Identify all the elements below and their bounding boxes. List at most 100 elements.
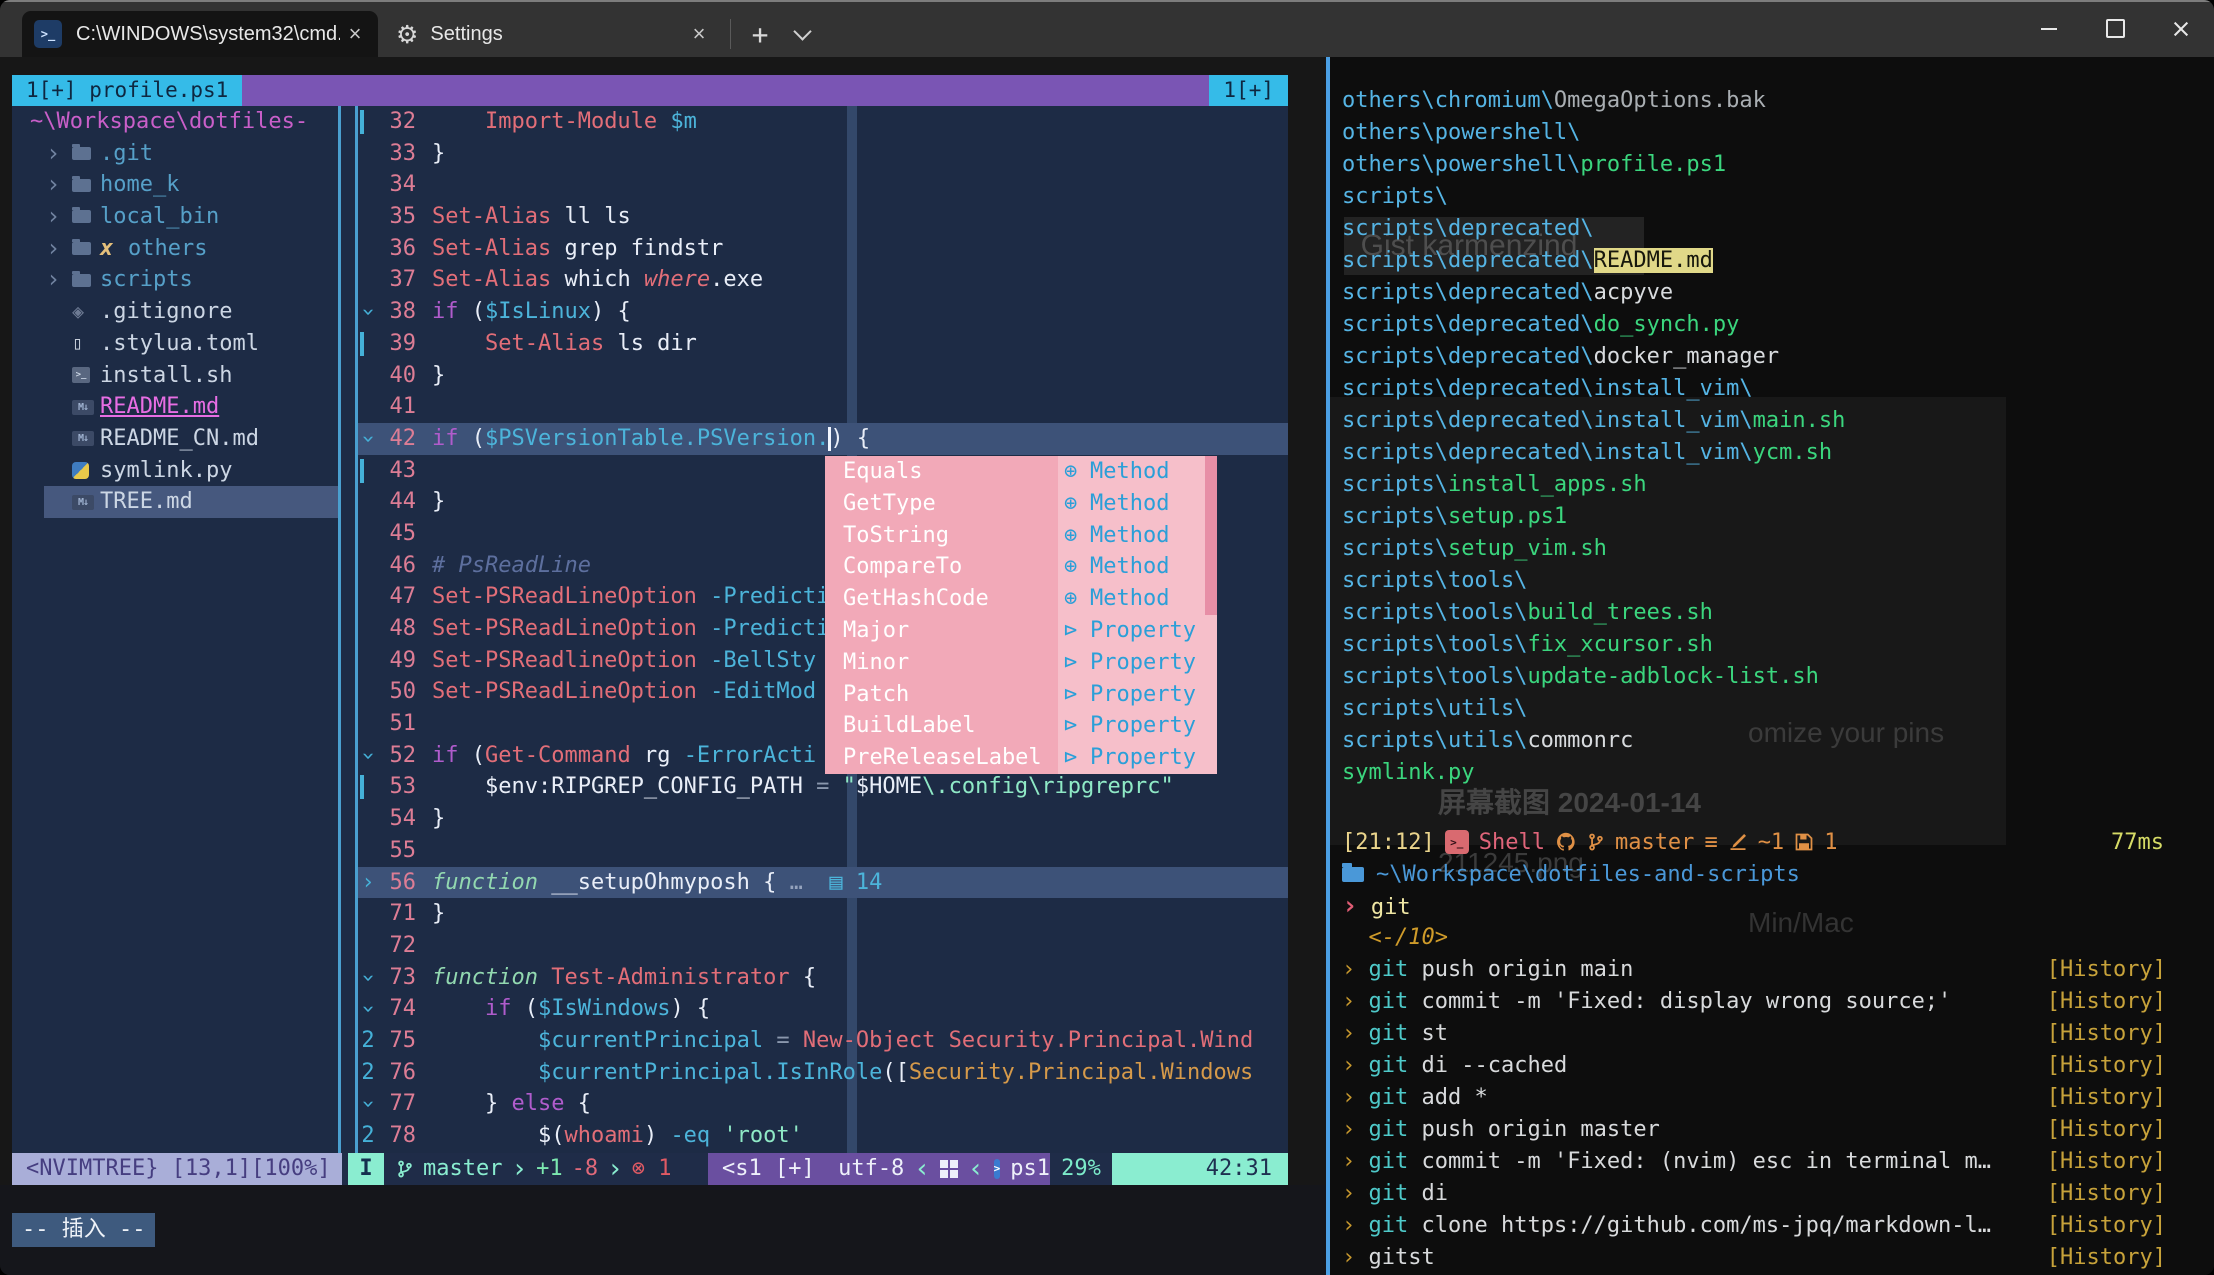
tree-item-.gitignore[interactable]: ◈ .gitignore [12,296,338,328]
editor-line-78[interactable]: 2 78 $(whoami) -eq 'root' [361,1123,803,1148]
editor-line-35[interactable]: 35 Set-Alias ll ls [389,204,631,230]
tab-dropdown-button[interactable] [781,13,823,55]
editor-line-56[interactable]: › 56 function __setupOhmyposh { … ▤ 14 [358,866,1288,899]
tree-item-workspacedotfiles-[interactable]: ~\Workspace\dotfiles- [30,109,309,134]
nvim-tabline: 1[+] profile.ps1 1[+] [12,75,1288,106]
history-item[interactable]: › git push origin main [History] [1342,954,2214,986]
tree-item-.git[interactable]: › .git [46,138,153,167]
editor-line-48[interactable]: 48 Set-PSReadLineOption -Predicti [389,616,830,641]
editor-line-52[interactable]: › 52 if (Get-Command rg -ErrorActi [358,740,1288,772]
history-item[interactable]: › git commit -m 'Fixed: (nvim) esc in te… [1342,1146,2214,1178]
popup-item-compareto[interactable]: CompareTo ⊕ Method [825,551,1217,583]
editor-line-45[interactable]: 45 [389,520,417,546]
history-item[interactable]: › gitst [History] [1342,1242,2214,1274]
nvim-pane: 1[+] profile.ps1 1[+] ~\Workspace\dotfil… [0,57,1326,1275]
editor-line-46[interactable]: 46 # PsReadLine [389,552,591,578]
editor-line-51[interactable]: 51 [389,711,417,737]
buffer-chip-right[interactable]: 1[+] [1209,75,1288,106]
property-icon: ⊳ [1064,713,1078,739]
shell-icon: >_ [1444,830,1469,854]
command-input-line[interactable]: › git [1342,890,2214,922]
toml-icon: ▯ [72,332,83,354]
nvim-statusline: <NVIMTREE} [13,1][100%] I master › +1 -8… [12,1153,1288,1185]
editor-line-40[interactable]: 40} [389,362,446,388]
popup-item-equals[interactable]: Equals ⊕ Method [825,456,1217,488]
maximize-button[interactable] [2082,0,2148,57]
list-arrow-icon: › [1342,989,1356,1014]
list-arrow-icon: › [1342,1117,1356,1142]
editor-line-47[interactable]: 47 Set-PSReadLineOption -Predicti [389,584,830,610]
buffer-chip-left[interactable]: 1[+] profile.ps1 [12,75,243,106]
minimize-button[interactable] [2016,0,2082,57]
editor-line-39[interactable]: 39 Set-Alias ls dir [358,328,1288,360]
tree-item-others[interactable]: › x others [46,233,208,262]
history-item[interactable]: › git commit -m 'Fixed: display wrong so… [1342,986,2214,1018]
tree-item-tree.md[interactable]: M↓ TREE.md [12,486,338,518]
editor-line-50[interactable]: 50 Set-PSReadLineOption -EditMod [389,679,817,705]
history-item[interactable]: › git push origin master [History] [1342,1114,2214,1146]
tab-settings[interactable]: ⚙ Settings × [378,11,722,57]
editor-line-75[interactable]: 2 75 $currentPrincipal = New-Object Secur… [361,1027,1254,1053]
new-tab-button[interactable]: + [751,17,769,51]
tab-close-icon[interactable]: × [692,21,706,46]
method-icon: ⊕ [1064,554,1078,580]
history-item[interactable]: › git add * [History] [1342,1082,2214,1114]
editor-line-72[interactable]: 72 [389,932,417,958]
window-separator[interactable] [338,106,358,1153]
tree-item-home_k[interactable]: › home_k [46,170,180,199]
history-item[interactable]: › git st [History] [1342,1018,2214,1050]
tab-cmd[interactable]: >_ C:\WINDOWS\system32\cmd. × [22,11,378,57]
popup-item-major[interactable]: Major ⊳ Property [825,615,1217,647]
popup-item-patch[interactable]: Patch ⊳ Property [825,679,1217,711]
tree-item-scripts[interactable]: › scripts [46,265,193,294]
popup-item-gettype[interactable]: GetType ⊕ Method [825,488,1217,520]
file-list-row: scripts\install_apps.sh [1342,472,1647,497]
typed-command: git [1370,895,1411,920]
history-item[interactable]: › git clone https://github.com/ms-jpq/ma… [1342,1210,2214,1242]
editor-line-53[interactable]: 53 $env:RIPGREP_CONFIG_PATH = "$HOME\.co… [358,771,1288,803]
diff-removed: -8 [571,1156,599,1181]
tree-item-symlink.py[interactable]: symlink.py [12,455,338,487]
popup-item-prereleaselabel[interactable]: PreReleaseLabel ⊳ Property [825,742,1217,774]
history-list: › git push origin main [History] › git c… [1342,954,2214,1274]
shell-pane[interactable]: Gist karmenzind 屏幕截图 2024-01-14 211245.png… [1326,57,2214,1275]
editor-line-54[interactable]: 54} [389,806,446,832]
cwd-line: ~\Workspace\dotfiles-and-scripts [1342,858,2214,890]
fold-open-icon: › [358,432,381,446]
history-item[interactable]: › git di [History] [1342,1178,2214,1210]
editor-line-49[interactable]: 49 Set-PSReadlineOption -BellSty [389,647,817,673]
editor-line-41[interactable]: 41 [389,394,417,420]
markdown-icon: M↓ [72,494,94,510]
tab-close-icon[interactable]: × [348,21,362,46]
popup-item-gethashcode[interactable]: GetHashCode ⊕ Method [825,583,1217,615]
editor-line-37[interactable]: 37 Set-Alias which where.exe [389,267,764,293]
close-button[interactable] [2148,0,2214,57]
code-editor[interactable]: 32 Import-Module $m 33} 34 35 Set-Alias ll l… [358,106,1288,1153]
list-arrow-icon: › [1342,1213,1356,1238]
tree-item-local_bin[interactable]: › local_bin [46,202,220,231]
editor-line-34[interactable]: 34 [389,172,417,198]
tree-item-readme_cn.md[interactable]: M↓ README_CN.md [12,423,338,455]
editor-line-32[interactable]: 32 Import-Module $m [358,106,1288,138]
editor-line-77[interactable]: › 77 } else { [358,1088,1288,1120]
editor-line-73[interactable]: › 73 function Test-Administrator { [358,962,1288,994]
editor-line-38[interactable]: › 38 if ($IsLinux) { [358,296,1288,328]
popup-scrollbar[interactable] [1205,456,1217,615]
tree-item-install.sh[interactable]: >_ install.sh [12,360,338,392]
history-source-tag: [History] [2046,1149,2166,1174]
history-item[interactable]: › git di --cached [History] [1342,1050,2214,1082]
editor-line-71[interactable]: 71} [389,901,446,927]
editor-line-74[interactable]: › 74 if ($IsWindows) { [358,993,1288,1025]
tree-item-.stylua.toml[interactable]: ▯ .stylua.toml [12,328,338,360]
popup-item-tostring[interactable]: ToString ⊕ Method [825,520,1217,552]
popup-item-buildlabel[interactable]: BuildLabel ⊳ Property [825,710,1217,742]
editor-line-44[interactable]: 44} [389,489,446,515]
editor-line-76[interactable]: 2 76 $currentPrincipal.IsInRole([Security… [361,1059,1254,1085]
editor-line-36[interactable]: 36 Set-Alias grep findstr [389,235,724,261]
editor-line-55[interactable]: 55 [389,837,417,863]
editor-line-33[interactable]: 33} [389,140,446,166]
editor-line-42[interactable]: › 42 if ($PSVersionTable.PSVersion.) { [358,422,1288,455]
tree-item-readme.md[interactable]: M↓ README.md [12,391,338,423]
popup-item-minor[interactable]: Minor ⊳ Property [825,647,1217,679]
editor-line-43[interactable]: 43 [358,455,1288,487]
